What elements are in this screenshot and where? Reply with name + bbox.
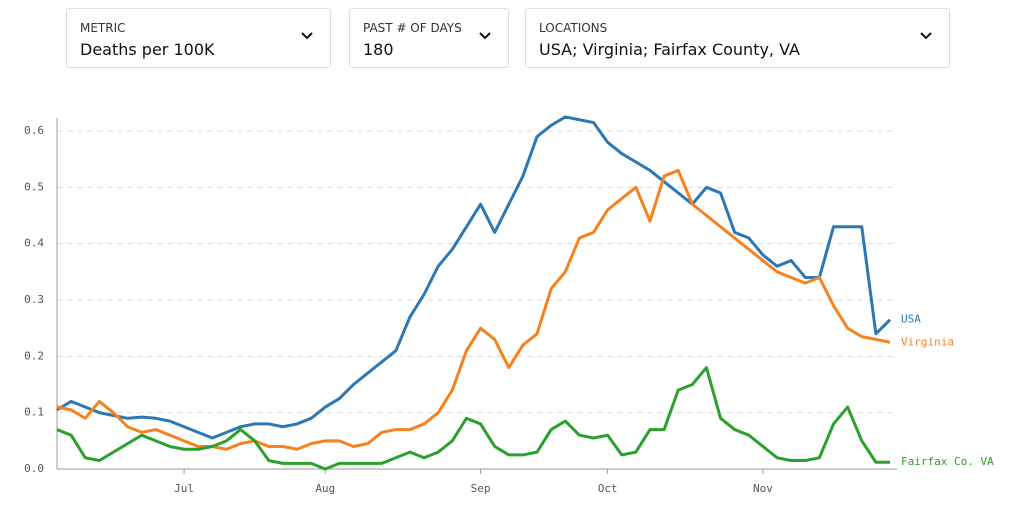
x-tick-label: Aug bbox=[315, 482, 335, 495]
dropdown-label: LOCATIONS bbox=[539, 21, 608, 35]
y-tick-label: 0.3 bbox=[24, 293, 44, 306]
x-tick-label: Jul bbox=[174, 482, 194, 495]
x-tick-label: Sep bbox=[471, 482, 491, 495]
metric-dropdown[interactable]: METRIC Deaths per 100K bbox=[66, 8, 331, 68]
dropdown-value: Deaths per 100K bbox=[80, 40, 215, 59]
locations-dropdown[interactable]: LOCATIONS USA; Virginia; Fairfax County,… bbox=[525, 8, 950, 68]
series-label: Virginia bbox=[901, 335, 954, 348]
series-label: USA bbox=[901, 313, 921, 326]
dropdown-value: 180 bbox=[363, 40, 394, 59]
series-line bbox=[56, 168, 891, 451]
chevron bbox=[479, 32, 491, 40]
chevron bbox=[301, 32, 313, 40]
days-dropdown[interactable]: PAST # OF DAYS 180 bbox=[349, 8, 509, 68]
series-label: Fairfax Co. VA bbox=[901, 455, 994, 468]
series-line bbox=[56, 115, 892, 440]
y-tick-label: 0.1 bbox=[24, 406, 44, 419]
series-line bbox=[56, 366, 890, 471]
y-tick-label: 0.0 bbox=[24, 462, 44, 475]
y-tick-label: 0.4 bbox=[24, 237, 44, 250]
dropdown-value: USA; Virginia; Fairfax County, VA bbox=[539, 40, 800, 59]
y-tick-label: 0.6 bbox=[24, 124, 44, 137]
dropdown-label: PAST # OF DAYS bbox=[363, 21, 462, 35]
dropdown-label: METRIC bbox=[80, 21, 126, 35]
x-tick-label: Nov bbox=[753, 482, 773, 495]
chevron bbox=[920, 32, 932, 40]
y-tick-label: 0.5 bbox=[24, 180, 44, 193]
y-tick-label: 0.2 bbox=[24, 349, 44, 362]
x-tick-label: Oct bbox=[598, 482, 618, 495]
